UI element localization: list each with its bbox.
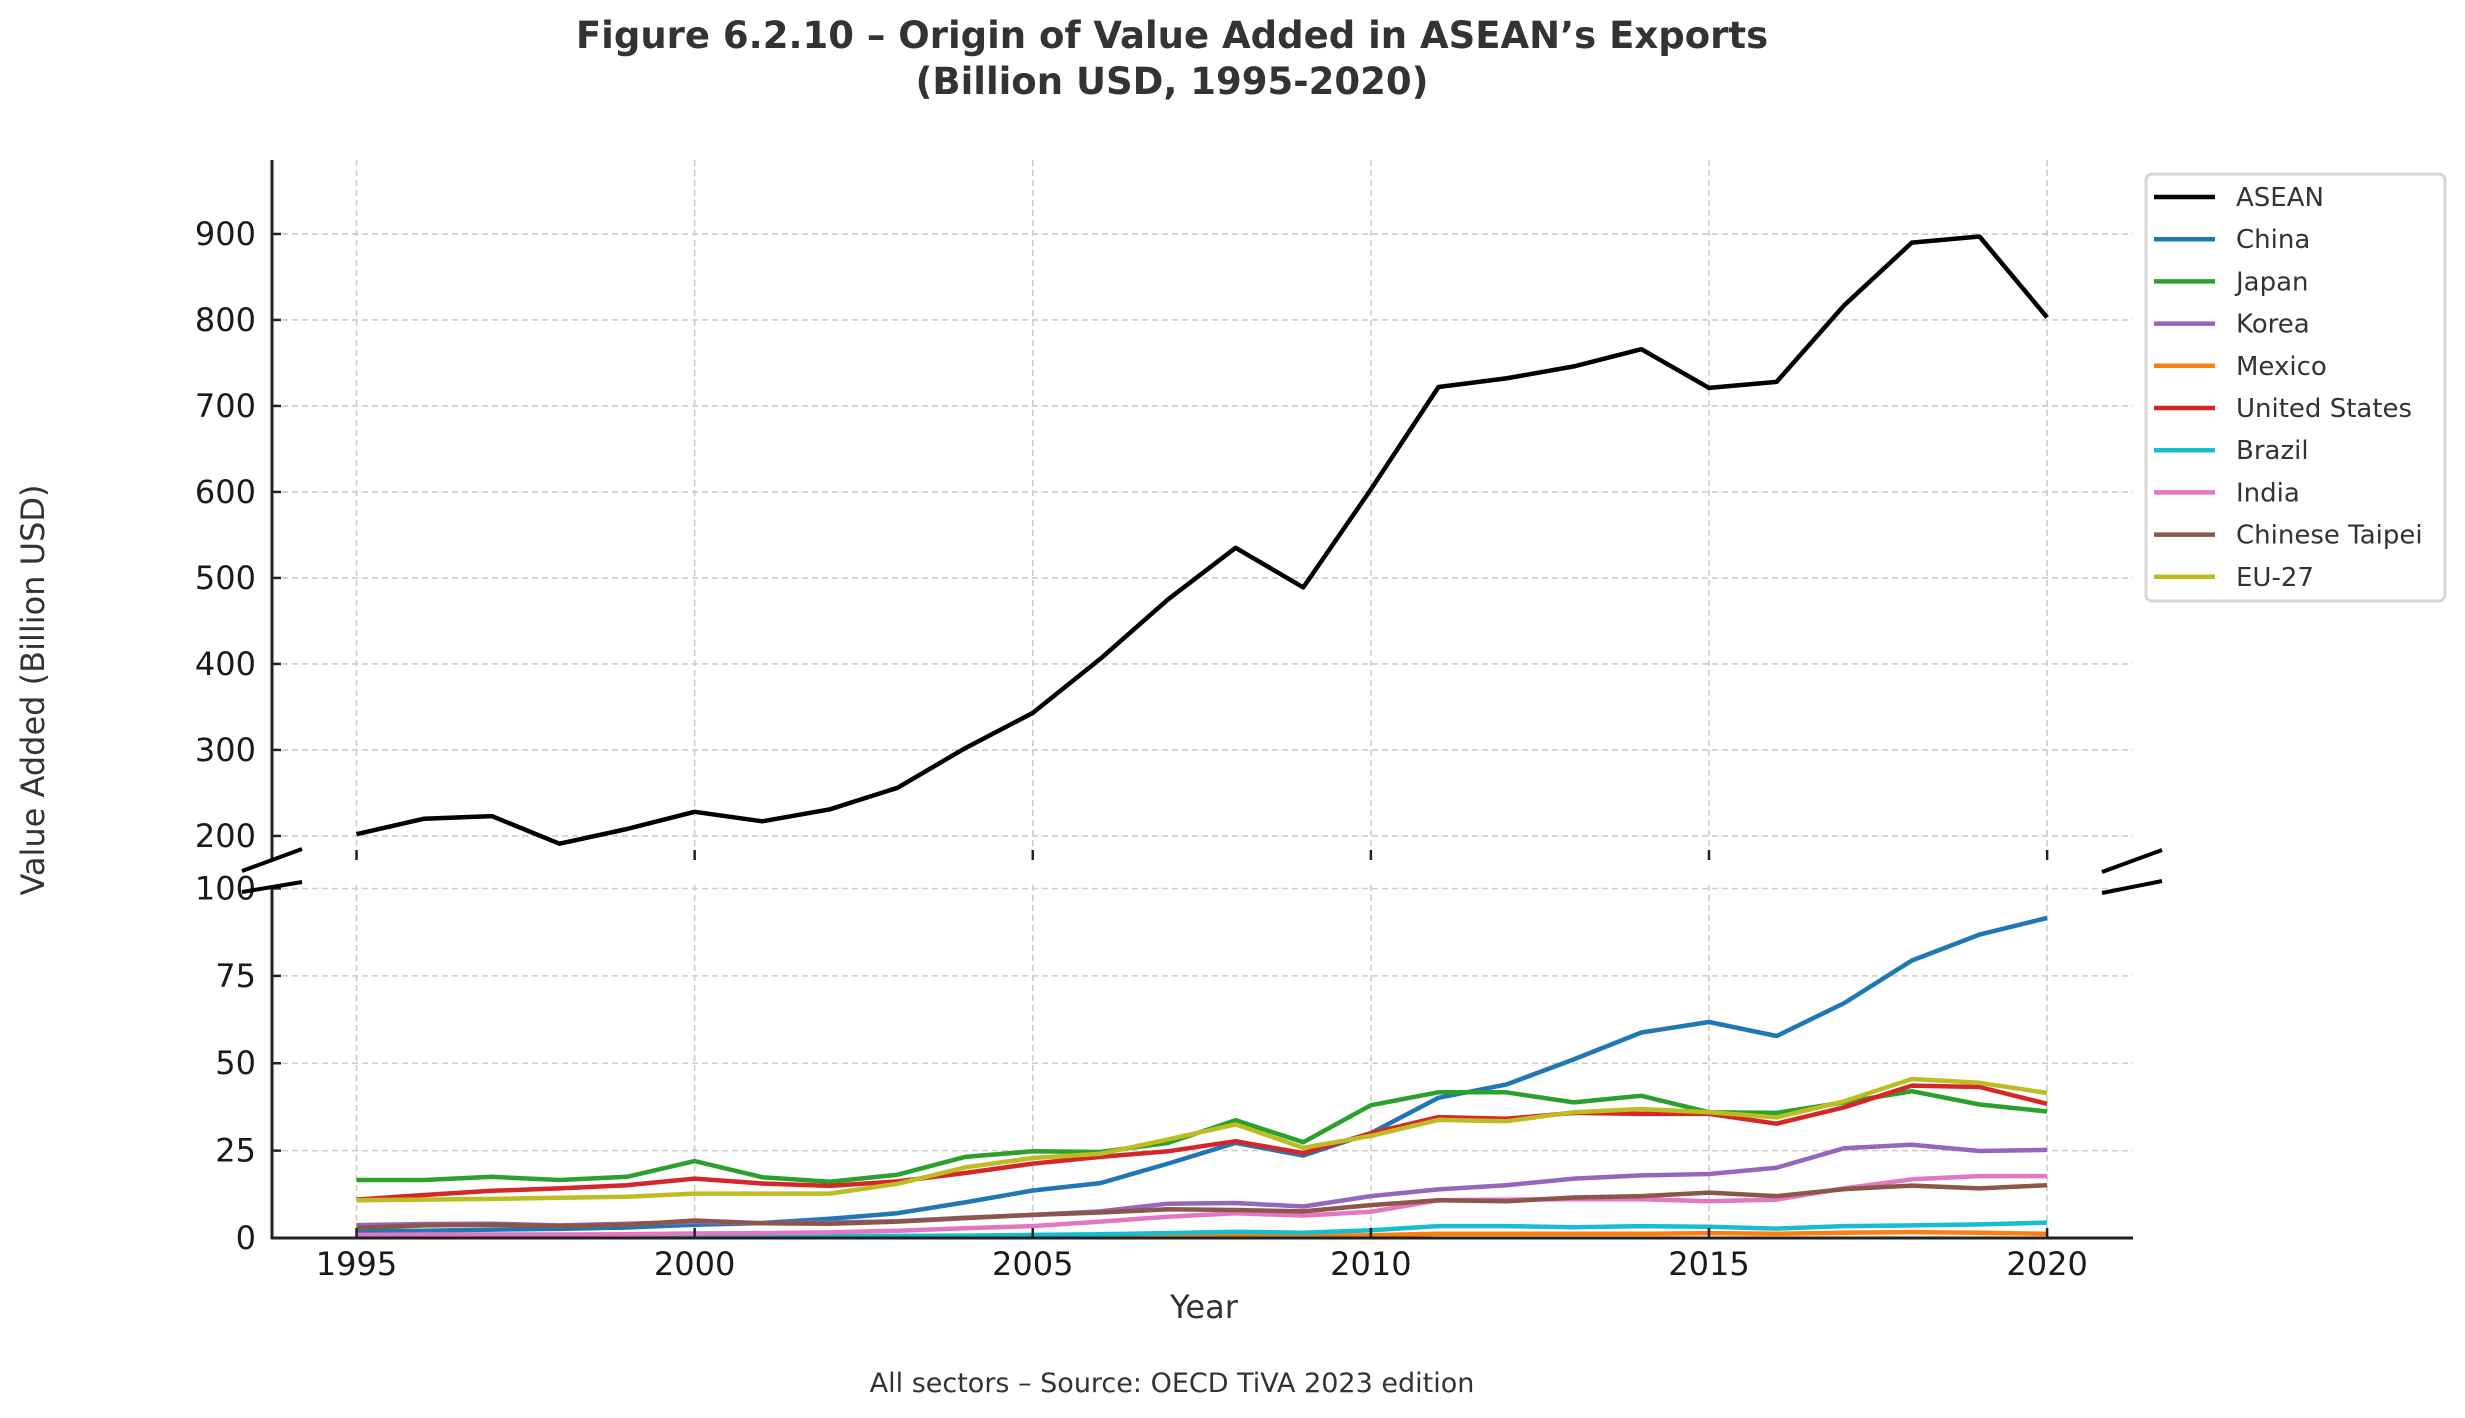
upper-panel: 200 300 400 500 600 700 800 900 bbox=[195, 160, 2133, 860]
y-tick-label: 700 bbox=[195, 387, 256, 425]
upper-gridlines bbox=[272, 160, 2133, 860]
series-line-china bbox=[356, 915, 2048, 1234]
legend-item-china: China bbox=[2154, 225, 2310, 255]
legend-item-mexico: Mexico bbox=[2154, 352, 2327, 382]
axis-break-mark-right-lower bbox=[2101, 879, 2163, 895]
x-tick-labels: 1995 2000 2005 2010 2015 2020 bbox=[316, 1228, 2088, 1283]
y-tick-label: 50 bbox=[215, 1044, 256, 1082]
upper-x-ticks bbox=[355, 850, 2049, 860]
x-tick-label: 2010 bbox=[1330, 1245, 1411, 1283]
legend-label: United States bbox=[2236, 394, 2412, 424]
legend-item-asean: ASEAN bbox=[2154, 183, 2324, 213]
lower-series bbox=[356, 915, 2048, 1240]
upper-series bbox=[355, 234, 2049, 846]
legend-label: Chinese Taipei bbox=[2236, 521, 2423, 551]
legend-label: India bbox=[2236, 478, 2300, 508]
x-tick-label: 2015 bbox=[1668, 1245, 1749, 1283]
y-tick-label: 800 bbox=[195, 301, 256, 339]
chart-subtitle: (Billion USD, 1995-2020) bbox=[915, 60, 1428, 103]
upper-y-ticks: 200 300 400 500 600 700 800 900 bbox=[195, 215, 281, 855]
y-tick-label: 600 bbox=[195, 473, 256, 511]
y-tick-label: 75 bbox=[215, 957, 256, 995]
series-line-japan bbox=[356, 1088, 2048, 1184]
source-caption: All sectors – Source: OECD TiVA 2023 edi… bbox=[870, 1368, 1475, 1399]
y-tick-label: 500 bbox=[195, 559, 256, 597]
y-tick-label: 25 bbox=[215, 1132, 256, 1170]
axis-break-mark-left-upper bbox=[241, 847, 303, 873]
legend-item-chinese-taipei: Chinese Taipei bbox=[2154, 521, 2423, 551]
legend-label: China bbox=[2236, 225, 2310, 255]
x-tick-label: 2000 bbox=[654, 1245, 735, 1283]
lower-panel: 0 25 50 75 100 1995 2000 2005 2010 2015 2020 bbox=[195, 869, 2133, 1283]
y-axis-label: Value Added (Billion USD) bbox=[14, 484, 52, 895]
y-tick-label: 200 bbox=[195, 817, 256, 855]
x-tick-label: 2005 bbox=[992, 1245, 1073, 1283]
legend-item-eu-27: EU-27 bbox=[2154, 563, 2314, 593]
legend-label: Korea bbox=[2236, 310, 2310, 340]
x-axis-label: Year bbox=[1169, 1288, 1239, 1326]
series-line-india bbox=[356, 1173, 2048, 1238]
legend: ASEAN China Japan Korea Mexico United States B… bbox=[2144, 172, 2447, 603]
x-tick-label: 1995 bbox=[316, 1245, 397, 1283]
axis-break-mark-right-upper bbox=[2101, 848, 2163, 874]
legend-item-india: India bbox=[2154, 478, 2300, 508]
y-tick-label: 300 bbox=[195, 731, 256, 769]
x-tick-label: 2020 bbox=[2006, 1245, 2087, 1283]
legend-label: Mexico bbox=[2236, 352, 2327, 382]
axis-break-mark-left-lower bbox=[241, 880, 303, 894]
legend-label: ASEAN bbox=[2236, 183, 2324, 213]
y-tick-label: 900 bbox=[195, 215, 256, 253]
series-line-asean bbox=[355, 234, 2049, 846]
series-line-eu-27 bbox=[356, 1076, 2048, 1203]
legend-label: EU-27 bbox=[2236, 563, 2314, 593]
legend-item-japan: Japan bbox=[2154, 267, 2309, 297]
legend-label: Japan bbox=[2234, 267, 2309, 297]
lower-gridlines bbox=[272, 885, 2133, 1238]
y-tick-label: 400 bbox=[195, 645, 256, 683]
chart-title: Figure 6.2.10 – Origin of Value Added in… bbox=[576, 14, 1768, 57]
legend-item-korea: Korea bbox=[2154, 310, 2310, 340]
y-tick-label: 0 bbox=[236, 1219, 256, 1257]
series-line-chinese-taipei bbox=[356, 1182, 2048, 1231]
legend-item-brazil: Brazil bbox=[2154, 436, 2309, 466]
y-tick-label: 100 bbox=[195, 869, 256, 907]
lower-y-ticks: 0 25 50 75 100 bbox=[195, 869, 281, 1257]
legend-box bbox=[2144, 172, 2447, 603]
series-line-united-states bbox=[356, 1083, 2048, 1202]
legend-label: Brazil bbox=[2236, 436, 2309, 466]
legend-item-united-states: United States bbox=[2154, 394, 2412, 424]
